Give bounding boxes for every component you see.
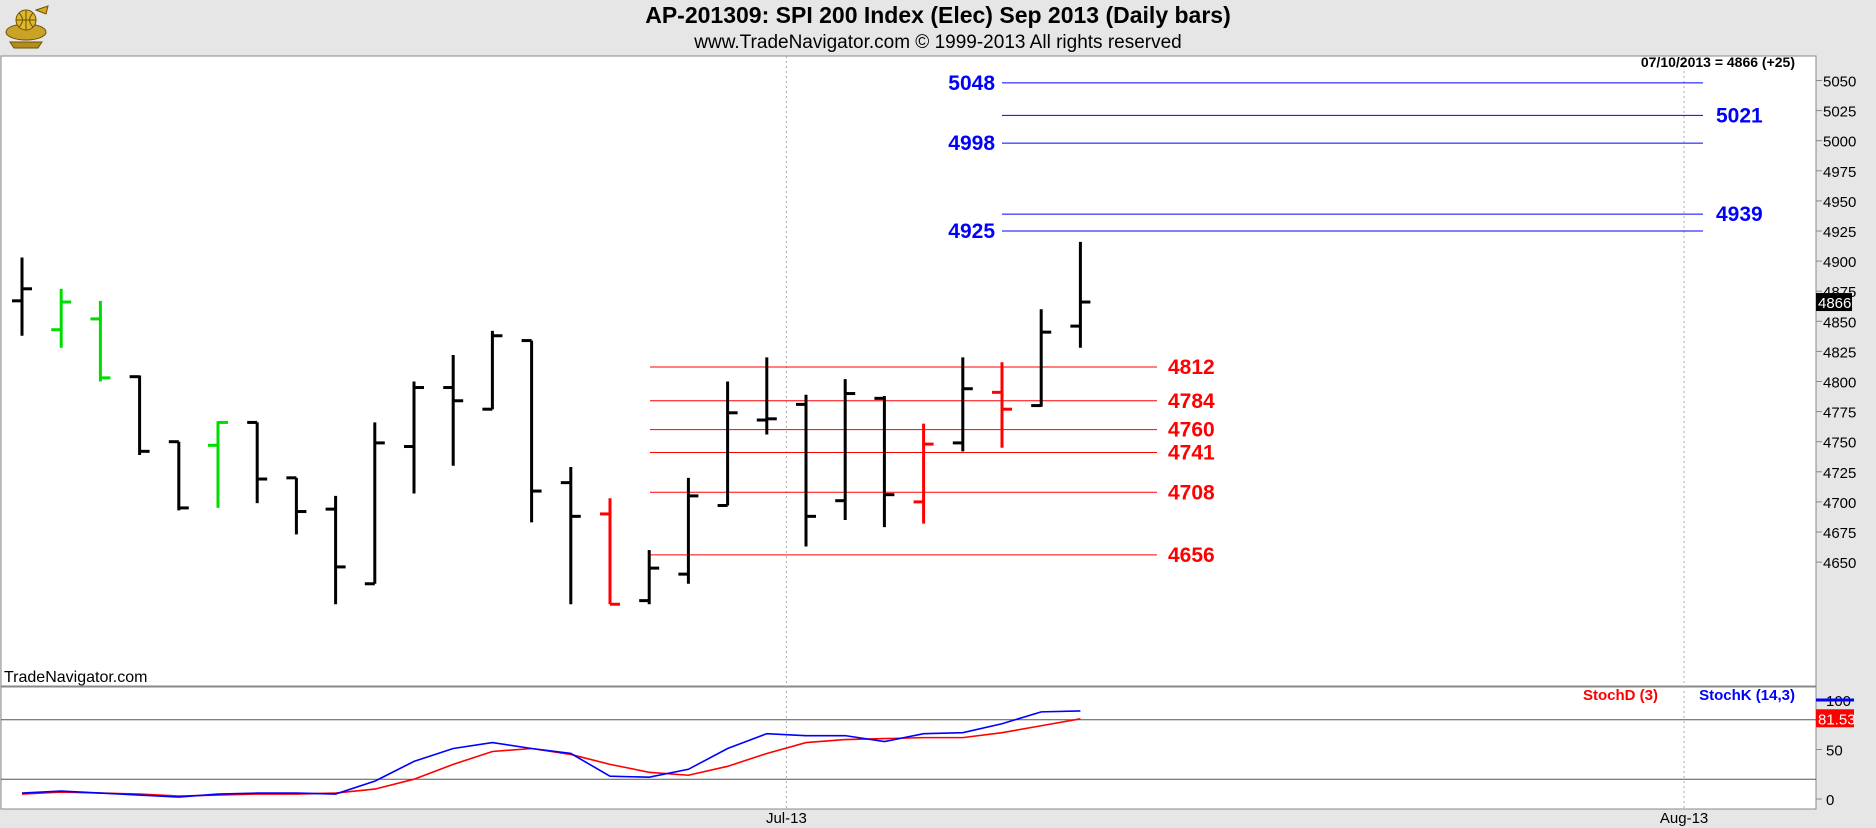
chart-header: AP-201309: SPI 200 Index (Elec) Sep 2013… [0,0,1876,56]
level-label: 5021 [1716,104,1763,127]
ohlc-bar [874,395,895,528]
last-price-tag-bg [1816,293,1852,312]
level-label: 5048 [948,72,995,95]
y-tick-label: 5000 [1823,134,1856,151]
level-label: 4741 [1168,442,1215,465]
ohlc-bar [600,498,620,606]
ohlc-bar [717,381,738,508]
y-tick-label: 4975 [1823,164,1856,181]
ohlc-bar [286,476,307,535]
ohlc-bar [168,440,189,511]
ohlc-bar [1070,241,1091,348]
ohlc-bar [208,420,228,508]
ohlc-bar [678,477,699,584]
y-tick-label: 4900 [1823,254,1856,271]
ohlc-bar [247,420,268,504]
x-tick-label: Jul-13 [766,810,807,827]
y-tick-label: 4925 [1823,224,1856,241]
level-label: 4760 [1168,419,1215,442]
ohlc-bar [952,357,973,452]
y-tick-label: 5050 [1823,74,1856,91]
level-label: 4784 [1168,390,1215,413]
ohlc-bar [796,394,816,547]
level-label: 4925 [948,220,995,243]
ohlc-bar [992,362,1012,448]
ohlc-bar [325,495,346,605]
chart-subtitle: www.TradeNavigator.com © 1999-2013 All r… [694,32,1182,53]
ohlc-bar [129,375,150,455]
price-panel-bg [1,56,1816,686]
level-label: 4998 [948,132,995,155]
month-gridlines [785,56,1685,809]
price-axis: 4650467547004725475047754800482548504875… [1816,74,1856,572]
y-tick-label: 5025 [1823,104,1856,121]
level-label: 4656 [1168,544,1215,567]
x-tick-label: Aug-13 [1660,810,1708,827]
stoch-tick-label: 0 [1826,792,1834,809]
chart-title: AP-201309: SPI 200 Index (Elec) Sep 2013… [645,2,1231,28]
stoch-tick-label: 50 [1826,743,1843,760]
y-tick-label: 4850 [1823,314,1856,331]
ohlc-bar [521,339,542,523]
y-tick-label: 4775 [1823,405,1856,422]
time-axis: Jul-13 Aug-13 [766,810,1708,827]
price-bars [12,241,1091,606]
trade-navigator-globe-logo-icon [5,5,49,49]
level-label: 4939 [1716,203,1763,226]
y-tick-label: 4725 [1823,465,1856,482]
y-tick-label: 4825 [1823,344,1856,361]
stoch-series-line [21,710,1081,798]
legend-stochK: StochK (14,3) [1699,687,1795,704]
bar-group [12,241,1091,606]
ohlc-bar [364,422,385,586]
watermark-text: TradeNavigator.com [4,669,147,686]
ohlc-bar [913,423,934,524]
ohlc-bar [90,300,111,382]
ohlc-bar [835,379,856,520]
ohlc-bar [756,357,777,435]
ohlc-bar [12,257,32,336]
y-tick-label: 4675 [1823,525,1856,542]
ohlc-bar [1031,309,1052,408]
y-tick-label: 4650 [1823,555,1856,572]
stochastic-panel: 050100StochD (3)StochK (14,3)81.53 [1,687,1856,809]
stoch-value-tag-bg [1816,709,1854,728]
stoch-panel-frame [0,686,1817,810]
y-tick-label: 4800 [1823,375,1856,392]
y-tick-label: 4750 [1823,435,1856,452]
price-readout: 07/10/2013 = 4866 (+25) [1641,54,1795,70]
ohlc-bar [639,550,660,605]
legend-stochD: StochD (3) [1583,687,1658,704]
level-label: 4812 [1168,356,1215,379]
stoch-value-tag: 81.53 [1818,711,1856,728]
y-tick-label: 4950 [1823,194,1856,211]
level-label: 4708 [1168,481,1215,504]
last-price-tag: 4866 [1818,295,1851,312]
stoch-panel-bg [1,687,1816,809]
ohlc-bar [51,288,72,348]
ohlc-bar [482,330,503,411]
ohlc-bar [443,355,464,466]
ohlc-bar [404,381,424,494]
y-tick-label: 4700 [1823,495,1856,512]
ohlc-bar [560,466,581,605]
